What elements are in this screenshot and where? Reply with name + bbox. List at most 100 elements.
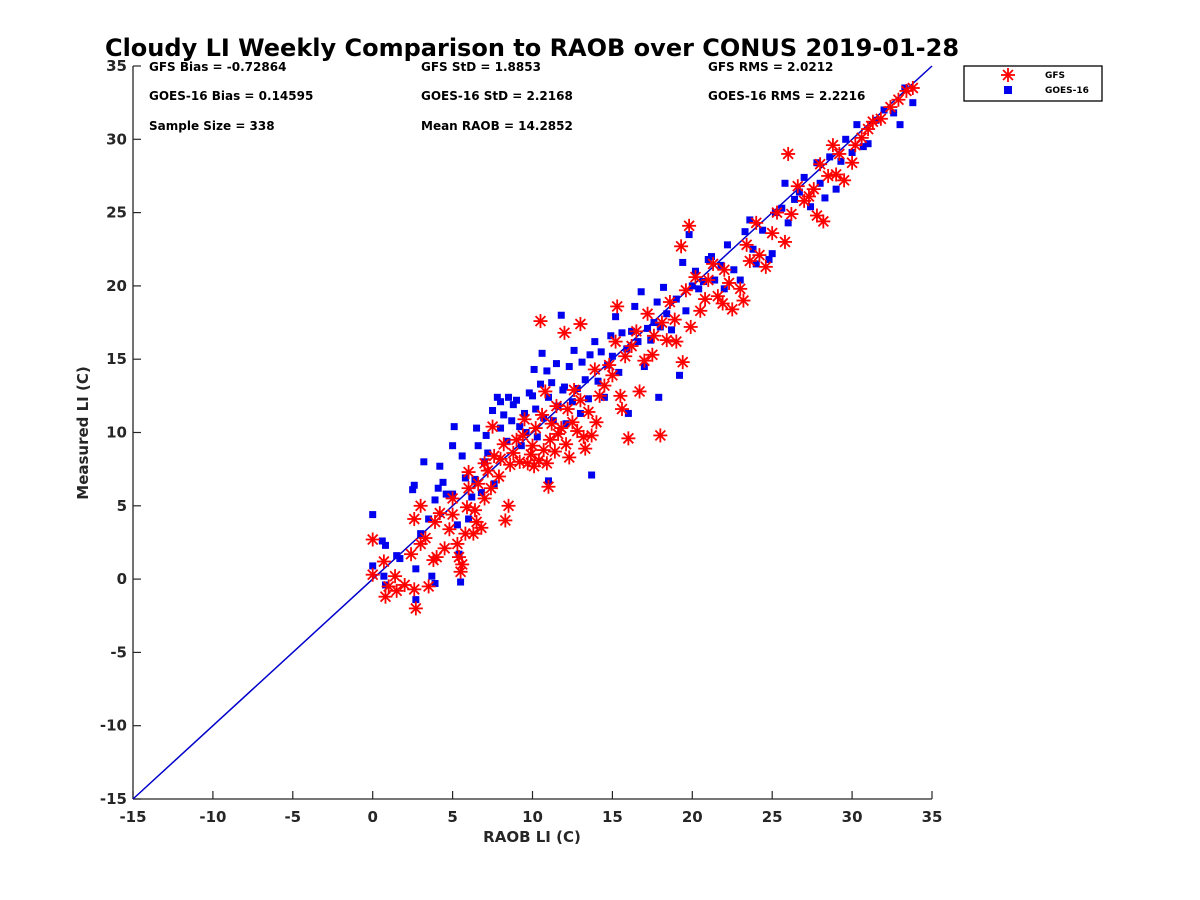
gfs-point	[905, 80, 920, 95]
gfs-point	[496, 437, 511, 452]
goes16-point	[484, 449, 492, 457]
gfs-point	[698, 292, 713, 307]
x-tick-label: -5	[284, 808, 301, 826]
gfs-point	[378, 589, 393, 604]
gfs-point	[493, 451, 508, 466]
gfs-point	[640, 306, 655, 321]
x-tick-label: 5	[447, 808, 457, 826]
goes16-point	[909, 99, 917, 107]
gfs-point	[701, 273, 716, 288]
goes16-point	[615, 368, 623, 376]
gfs-point	[407, 582, 422, 597]
goes16-point	[530, 365, 538, 373]
gfs-point	[421, 579, 436, 594]
gfs-point	[739, 237, 754, 252]
y-tick-label: -10	[100, 717, 127, 735]
goes16-point	[853, 121, 861, 129]
gfs-point	[397, 577, 412, 592]
goes16-point	[631, 302, 639, 310]
goes16-point	[736, 276, 744, 284]
goes16-point	[549, 417, 557, 425]
gfs-point	[565, 415, 580, 430]
goes16-point	[637, 288, 645, 296]
goes16-point	[380, 572, 388, 580]
gfs-point	[528, 421, 543, 436]
goes16-point	[612, 313, 620, 321]
gfs-point	[845, 155, 860, 170]
gfs-point	[717, 262, 732, 277]
goes16-point	[695, 285, 703, 293]
y-tick-label: 30	[106, 130, 127, 148]
gfs-point	[501, 498, 516, 513]
gfs-point	[578, 441, 593, 456]
gfs-point	[525, 438, 540, 453]
goes16-point	[428, 572, 436, 580]
gfs-point	[450, 536, 465, 551]
goes16-point	[489, 407, 497, 415]
y-tick-label: -5	[110, 643, 127, 661]
gfs-point	[806, 182, 821, 197]
goes16-point	[369, 562, 377, 570]
goes16-point	[749, 245, 757, 253]
gfs-point	[455, 557, 470, 572]
goes16-point	[720, 285, 728, 293]
gfs-point	[559, 437, 574, 452]
goes16-point	[752, 260, 760, 268]
gfs-point	[682, 218, 697, 233]
x-tick-label: -15	[119, 808, 146, 826]
gfs-point	[388, 569, 403, 584]
goes16-point	[591, 338, 599, 346]
goes16-point	[477, 489, 485, 497]
goes16-point	[655, 393, 663, 401]
gfs-point	[662, 295, 677, 310]
stats-annotations: GFS Bias = -0.72864 GFS StD = 1.8853 GFS R…	[149, 60, 865, 133]
gfs-point	[466, 526, 481, 541]
gfs-point	[407, 511, 422, 526]
stat-label: GFS StD = 1.8853	[421, 60, 541, 74]
gfs-point	[769, 205, 784, 220]
x-tick-label: 10	[522, 808, 543, 826]
goes16-point	[842, 135, 850, 143]
gfs-point	[541, 479, 556, 494]
goes16-point	[832, 185, 840, 193]
gfs-point	[536, 443, 551, 458]
goes16-point	[584, 395, 592, 403]
goes16-point	[624, 409, 632, 417]
gfs-point	[752, 248, 767, 263]
gfs-point	[474, 520, 489, 535]
stat-label: Mean RAOB = 14.2852	[421, 119, 573, 133]
gfs-point	[491, 469, 506, 484]
goes16-point	[688, 282, 696, 290]
x-tick-label: 0	[367, 808, 377, 826]
gfs-point	[389, 583, 404, 598]
goes16-point	[465, 515, 473, 523]
goes16-point	[746, 216, 754, 224]
gfs-point	[437, 541, 452, 556]
legend-gfs-marker	[1001, 68, 1015, 82]
gfs-point	[560, 402, 575, 417]
gfs-point	[632, 384, 647, 399]
goes16-point	[663, 310, 671, 318]
goes16-point	[901, 84, 909, 92]
goes16-point	[634, 338, 642, 346]
gfs-point	[408, 601, 423, 616]
stat-label: GFS RMS = 2.0212	[708, 60, 833, 74]
gfs-point	[624, 339, 639, 354]
gfs-point	[749, 215, 764, 230]
gfs-point	[829, 167, 844, 182]
goes16-point	[821, 194, 829, 202]
goes16-point	[378, 537, 386, 545]
goes16-point	[453, 521, 461, 529]
goes16-point	[837, 157, 845, 165]
goes16-point	[570, 346, 578, 354]
goes16-point	[707, 253, 715, 261]
goes16-point	[872, 116, 880, 124]
goes16-point	[650, 319, 658, 327]
gfs-point	[442, 522, 457, 537]
goes16-point	[730, 266, 738, 274]
gfs-point	[861, 122, 876, 137]
goes16-point	[741, 228, 749, 236]
goes16-point	[653, 298, 661, 306]
gfs-point	[758, 259, 773, 274]
goes16-point	[509, 401, 517, 409]
